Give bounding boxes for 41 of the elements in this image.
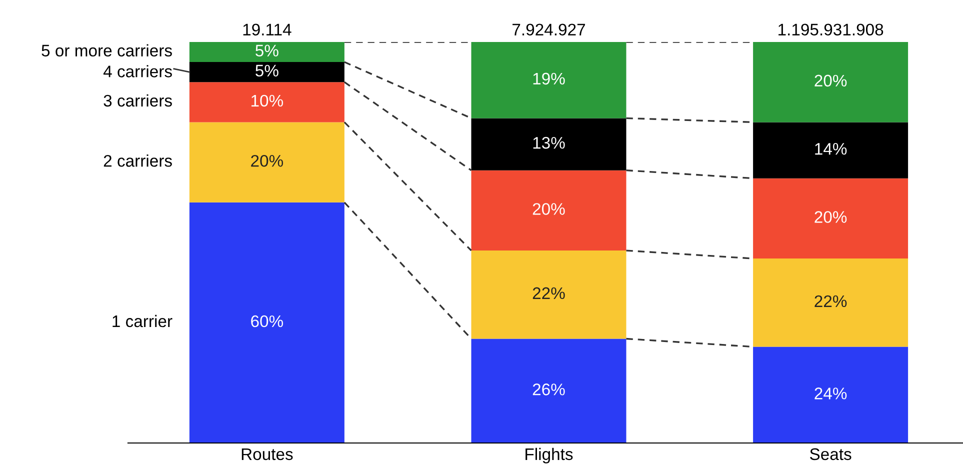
data-label: 20% — [251, 154, 284, 167]
annotation: 7.924.927 — [512, 24, 585, 36]
bar — [753, 122, 908, 178]
bar — [471, 250, 626, 339]
data-label: 20% — [814, 211, 847, 223]
bar — [753, 178, 908, 259]
bar — [189, 42, 344, 62]
data-label: 5% — [256, 64, 278, 77]
series-label: 4 carriers — [103, 65, 172, 78]
bar — [189, 122, 344, 202]
series-label: 2 carriers — [104, 154, 172, 167]
bar — [753, 258, 908, 347]
annotation: 1.195.931.908 — [778, 24, 884, 36]
data-label: 10% — [252, 94, 284, 107]
data-label: 20% — [814, 74, 847, 87]
series-label: 1 carrier — [112, 314, 172, 328]
bar — [189, 202, 344, 443]
data-label: 13% — [533, 136, 565, 149]
series-label: 5 or more carriers — [42, 44, 172, 56]
bar — [753, 42, 908, 122]
x-tick-label: Routes — [242, 448, 293, 460]
bar — [471, 42, 626, 118]
data-label: 24% — [814, 388, 847, 400]
bar — [189, 62, 344, 82]
bar — [471, 338, 626, 443]
bar — [753, 346, 908, 443]
data-label: 60% — [251, 315, 284, 328]
x-tick-label: Flights — [526, 448, 573, 464]
annotation: 19.114 — [243, 24, 292, 36]
bar — [471, 170, 626, 251]
data-label: 20% — [532, 203, 565, 215]
data-label: 19% — [533, 72, 565, 85]
data-label: 5% — [256, 44, 278, 56]
data-label: 14% — [815, 143, 847, 155]
series-label: 3 carriers — [104, 94, 172, 107]
bar — [189, 82, 344, 122]
data-label: 22% — [814, 295, 847, 308]
bar — [471, 118, 626, 170]
data-label: 22% — [532, 287, 565, 300]
x-tick-label: Seats — [810, 448, 852, 460]
data-label: 26% — [532, 384, 565, 396]
